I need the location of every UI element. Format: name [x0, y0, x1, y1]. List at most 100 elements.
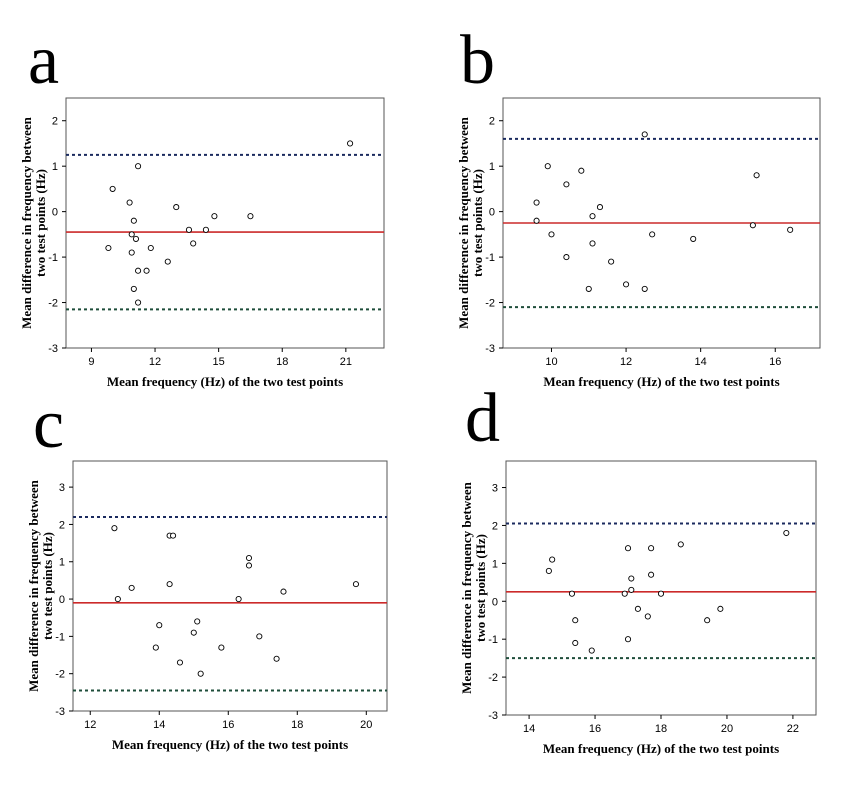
- data-point: [588, 647, 595, 654]
- data-point: [130, 217, 137, 224]
- data-point: [545, 567, 552, 574]
- y-tick-label: 1: [52, 161, 58, 173]
- y-axis-title-line2: two test points (Hz): [40, 532, 55, 640]
- data-point: [563, 254, 570, 261]
- x-tick-label: 12: [149, 356, 161, 368]
- y-tick-label: -2: [488, 672, 498, 684]
- data-point: [130, 285, 137, 292]
- data-point: [235, 596, 242, 603]
- y-tick-label: -3: [55, 706, 65, 718]
- data-point: [135, 163, 142, 170]
- data-point: [211, 213, 218, 220]
- panel-letter: a: [28, 22, 59, 99]
- x-tick-label: 16: [769, 356, 781, 368]
- data-point: [563, 181, 570, 188]
- data-point: [347, 140, 354, 147]
- data-point: [648, 571, 655, 578]
- data-point: [749, 222, 756, 229]
- data-point: [596, 204, 604, 211]
- x-axis-title: Mean frequency (Hz) of the two test poin…: [543, 741, 779, 756]
- data-point: [128, 249, 135, 256]
- data-point: [649, 231, 656, 238]
- data-point: [352, 581, 359, 588]
- data-point: [218, 644, 225, 651]
- data-point: [589, 213, 596, 220]
- data-point: [114, 596, 121, 603]
- x-axis-title: Mean frequency (Hz) of the two test poin…: [112, 737, 348, 752]
- data-point: [648, 545, 655, 552]
- y-tick-label: 3: [59, 482, 65, 494]
- plot-frame: [72, 460, 388, 712]
- data-point: [185, 226, 193, 233]
- data-point: [132, 235, 140, 242]
- data-point: [641, 285, 648, 292]
- x-tick-label: 12: [84, 719, 96, 731]
- data-point: [644, 613, 651, 620]
- x-tick-label: 21: [340, 356, 352, 368]
- data-point: [190, 240, 197, 247]
- data-point: [549, 556, 556, 563]
- data-point: [568, 590, 576, 597]
- panel-letter: c: [33, 386, 64, 463]
- y-tick-label: -1: [55, 631, 65, 643]
- data-point: [589, 240, 596, 247]
- y-tick-label: 1: [59, 557, 65, 569]
- x-tick-label: 14: [153, 719, 165, 731]
- x-tick-label: 15: [213, 356, 225, 368]
- data-point: [783, 529, 790, 537]
- y-tick-label: 2: [489, 116, 495, 128]
- x-tick-label: 18: [291, 719, 303, 731]
- y-axis-title-line2: two test points (Hz): [33, 169, 48, 277]
- data-point: [135, 299, 142, 306]
- data-point: [128, 231, 135, 238]
- data-point: [152, 644, 159, 651]
- data-point: [194, 618, 201, 625]
- y-tick-label: -3: [488, 710, 498, 722]
- y-tick-label: 3: [492, 483, 498, 495]
- x-tick-label: 14: [523, 723, 535, 735]
- data-point: [105, 244, 112, 252]
- data-point: [624, 545, 632, 552]
- data-point: [173, 204, 180, 211]
- data-point: [256, 633, 263, 640]
- chart-panel-d: d 14 16 18 20 22 -3 -2 -1 0 1 2 3 Mean frequency (Hz)…: [459, 380, 817, 756]
- data-point: [657, 590, 665, 597]
- y-axis-title-line1: Mean difference in frequency between: [19, 116, 34, 329]
- y-tick-label: 0: [492, 596, 498, 608]
- x-tick-label: 18: [655, 723, 667, 735]
- y-axis-title-line1: Mean difference in frequency between: [459, 481, 474, 694]
- y-tick-label: -3: [48, 343, 58, 355]
- data-point: [578, 167, 585, 174]
- y-tick-label: 0: [489, 207, 495, 219]
- y-tick-label: 1: [492, 558, 498, 570]
- data-point: [677, 541, 684, 548]
- x-tick-label: 20: [721, 723, 733, 735]
- y-tick-label: -2: [55, 669, 65, 681]
- data-point: [135, 267, 142, 274]
- y-tick-label: 0: [59, 594, 65, 606]
- data-point: [143, 267, 150, 274]
- data-point: [176, 659, 184, 666]
- data-point: [147, 244, 154, 252]
- y-tick-label: 2: [52, 116, 58, 128]
- x-tick-label: 14: [695, 356, 707, 368]
- data-point: [111, 525, 118, 532]
- data-point: [623, 281, 630, 288]
- y-tick-label: 2: [59, 519, 65, 531]
- x-tick-label: 22: [787, 723, 799, 735]
- data-point: [273, 655, 280, 662]
- plot-frame: [65, 97, 385, 349]
- y-tick-label: 0: [52, 207, 58, 219]
- data-point: [717, 605, 724, 612]
- data-point: [109, 185, 116, 192]
- data-point: [166, 581, 173, 588]
- data-point: [624, 636, 632, 643]
- data-point: [753, 172, 760, 179]
- data-point: [690, 235, 697, 242]
- data-point: [247, 213, 254, 220]
- y-tick-label: -2: [485, 298, 495, 310]
- data-point: [628, 586, 635, 593]
